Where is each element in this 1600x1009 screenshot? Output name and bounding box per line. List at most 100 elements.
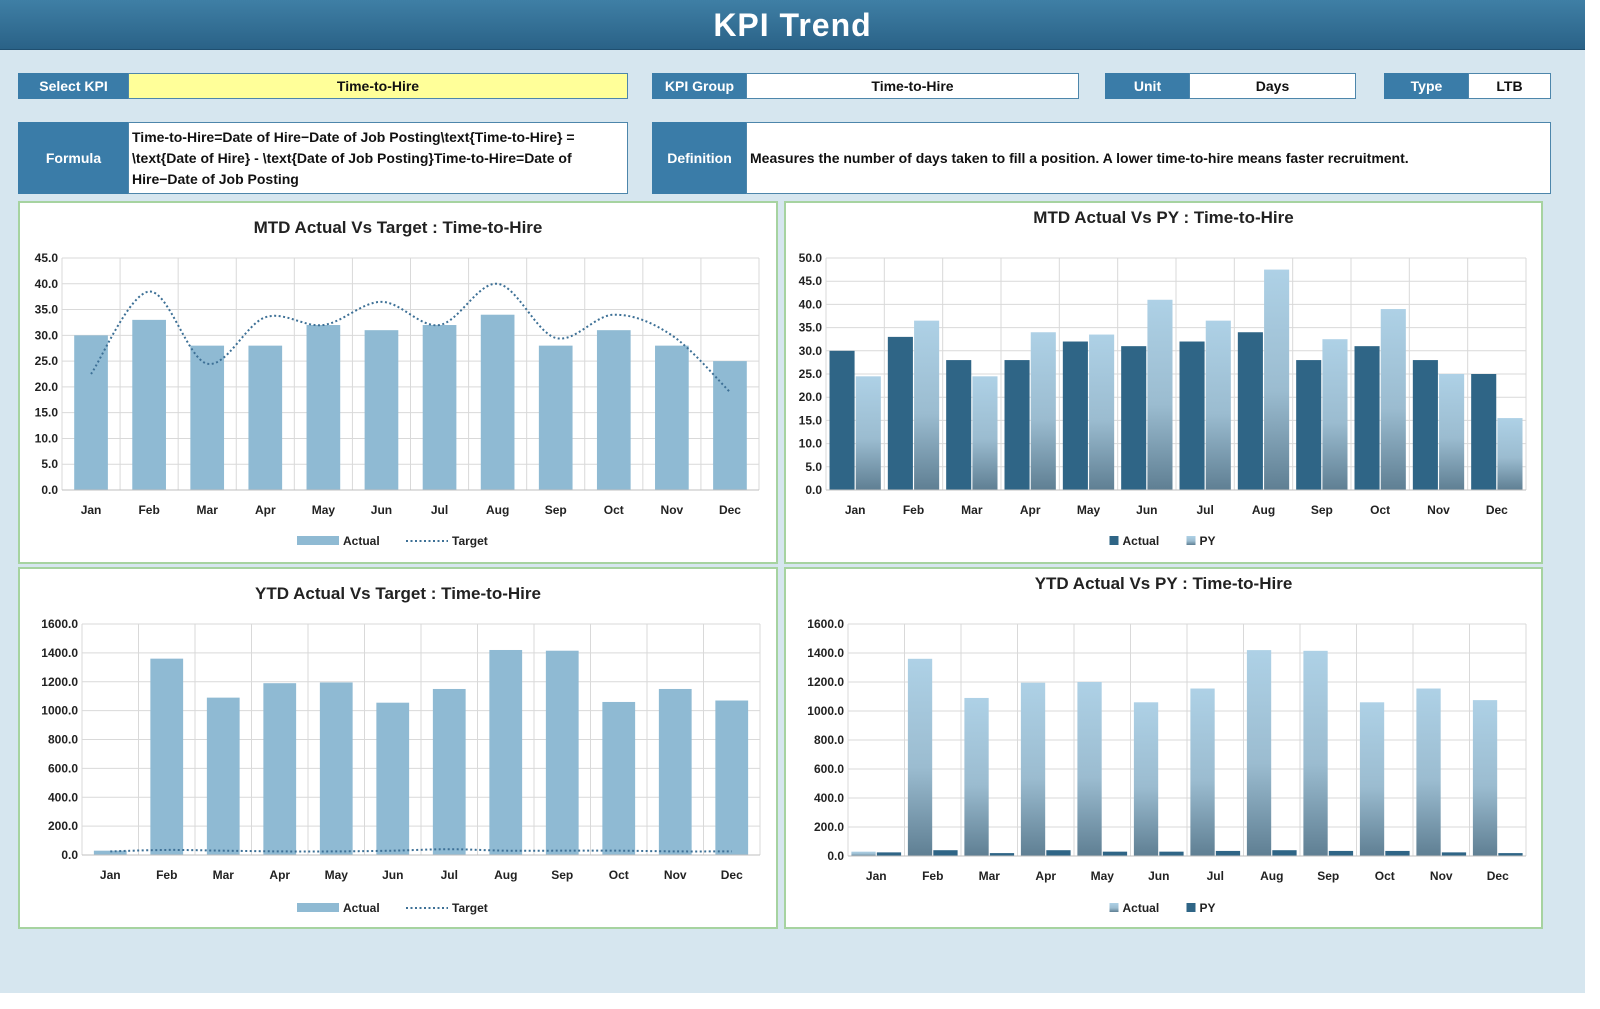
x-tick-label: Sep	[545, 503, 567, 517]
x-tick-label: Mar	[961, 503, 983, 517]
bar-actual-mar	[964, 697, 989, 856]
x-tick-label: Aug	[1252, 503, 1275, 517]
x-tick-label: Dec	[1487, 869, 1509, 883]
x-tick-label: Oct	[1375, 869, 1395, 883]
x-tick-label: Jun	[371, 503, 392, 517]
y-tick-label: 15.0	[35, 406, 59, 420]
x-tick-label: Sep	[1311, 503, 1333, 517]
chart-legend: Actual Target	[297, 901, 488, 915]
bar-actual-jul	[1190, 688, 1215, 856]
bar-actual-sep	[538, 345, 573, 490]
chart-title: YTD Actual Vs Target : Time-to-Hire	[255, 584, 541, 603]
y-tick-label: 0.0	[805, 483, 822, 497]
bar-py-nov	[1441, 852, 1467, 856]
x-tick-label: Jul	[1207, 869, 1224, 883]
y-tick-label: 0.0	[827, 849, 844, 863]
x-tick-label: Feb	[922, 869, 943, 883]
x-tick-label: Jun	[1148, 869, 1169, 883]
mtd-actual-vs-py-svg: MTD Actual Vs PY : Time-to-Hire 0.0 5.0 10.…	[799, 208, 1527, 548]
bar-py-sep	[1328, 850, 1354, 856]
y-tick-label: 20.0	[799, 390, 823, 404]
y-tick-label: 10.0	[799, 437, 823, 451]
bar-actual-aug	[480, 314, 515, 490]
y-tick-label: 50.0	[799, 251, 823, 265]
bar-actual-may	[319, 682, 353, 855]
mtd-actual-vs-py-chart: MTD Actual Vs PY : Time-to-Hire 0.0 5.0 10.…	[784, 201, 1543, 564]
x-tick-label: Aug	[494, 868, 517, 882]
chart-title: YTD Actual Vs PY : Time-to-Hire	[1035, 574, 1293, 593]
type-label: Type	[1384, 73, 1469, 99]
legend-label-actual: Actual	[343, 901, 380, 915]
y-tick-label: 600.0	[48, 761, 78, 775]
bar-py-dec	[1497, 418, 1523, 490]
legend-swatch-actual	[297, 536, 339, 545]
y-tick-label: 400.0	[814, 791, 844, 805]
y-tick-label: 800.0	[48, 733, 78, 747]
definition-value: Measures the number of days taken to fil…	[746, 122, 1551, 194]
select-kpi-label: Select KPI	[18, 73, 129, 99]
bar-actual-jun	[364, 330, 399, 490]
y-tick-label: 0.0	[41, 483, 58, 497]
bar-actual-jan	[829, 350, 855, 490]
bar-actual-may	[1077, 682, 1102, 856]
x-tick-label: Apr	[1020, 503, 1041, 517]
legend-label-target: Target	[452, 534, 488, 548]
dashboard-page: KPI Trend Select KPI Time-to-Hire KPI Gr…	[0, 0, 1585, 993]
bar-py-apr	[1030, 332, 1056, 490]
x-tick-label: Sep	[551, 868, 573, 882]
unit-value: Days	[1189, 73, 1356, 99]
definition-label: Definition	[652, 122, 747, 194]
x-tick-label: Aug	[1260, 869, 1283, 883]
chart-title: MTD Actual Vs PY : Time-to-Hire	[1033, 208, 1293, 227]
x-tick-label: Jan	[866, 869, 887, 883]
x-tick-label: Oct	[604, 503, 624, 517]
bar-actual-sep	[545, 650, 579, 855]
bar-actual-jul	[422, 325, 457, 490]
bar-actual-nov	[658, 688, 692, 855]
bar-actual-dec	[713, 361, 747, 490]
bar-actual-jan	[93, 850, 127, 855]
x-tick-label: Dec	[721, 868, 743, 882]
bar-actual-jan	[74, 335, 108, 490]
x-tick-label: Oct	[609, 868, 629, 882]
bar-actual-feb	[150, 658, 184, 855]
bar-actual-sep	[1296, 360, 1322, 490]
bar-py-oct	[1385, 850, 1410, 856]
bar-actual-apr	[263, 683, 297, 855]
bar-py-may	[1089, 334, 1115, 490]
bar-actual-apr	[1004, 360, 1030, 490]
x-tick-label: Apr	[255, 503, 276, 517]
target-line	[110, 848, 732, 853]
unit-label: Unit	[1105, 73, 1190, 99]
y-tick-label: 1200.0	[41, 675, 78, 689]
x-tick-label: Jun	[382, 868, 403, 882]
x-tick-label: Mar	[979, 869, 1001, 883]
chart-legend: Actual Target	[297, 534, 488, 548]
x-tick-label: May	[1077, 503, 1101, 517]
bar-actual-nov	[655, 345, 689, 490]
kpi-group-label: KPI Group	[652, 73, 747, 99]
bar-actual-mar	[190, 345, 225, 490]
legend-swatch-actual	[1109, 536, 1119, 545]
x-tick-label: Apr	[1035, 869, 1056, 883]
x-tick-label: Nov	[661, 503, 684, 517]
bar-actual-dec	[1472, 700, 1498, 856]
y-tick-label: 1600.0	[807, 617, 844, 631]
bar-py-sep	[1322, 339, 1348, 490]
y-tick-label: 5.0	[41, 457, 58, 471]
x-tick-label: Sep	[1317, 869, 1339, 883]
bar-py-jul	[1205, 320, 1231, 490]
legend-label-py: PY	[1200, 901, 1216, 915]
page-title: KPI Trend	[0, 0, 1585, 50]
bar-py-jun	[1159, 851, 1184, 856]
x-tick-label: Jul	[441, 868, 458, 882]
bar-py-jul	[1215, 850, 1241, 856]
x-tick-label: Nov	[1427, 503, 1450, 517]
y-tick-label: 35.0	[799, 321, 823, 335]
bar-py-nov	[1439, 374, 1465, 490]
y-tick-label: 30.0	[799, 344, 823, 358]
y-tick-label: 10.0	[35, 431, 59, 445]
select-kpi-dropdown[interactable]: Time-to-Hire	[128, 73, 628, 99]
legend-label-actual: Actual	[1123, 534, 1160, 548]
bar-actual-jun	[376, 702, 410, 855]
